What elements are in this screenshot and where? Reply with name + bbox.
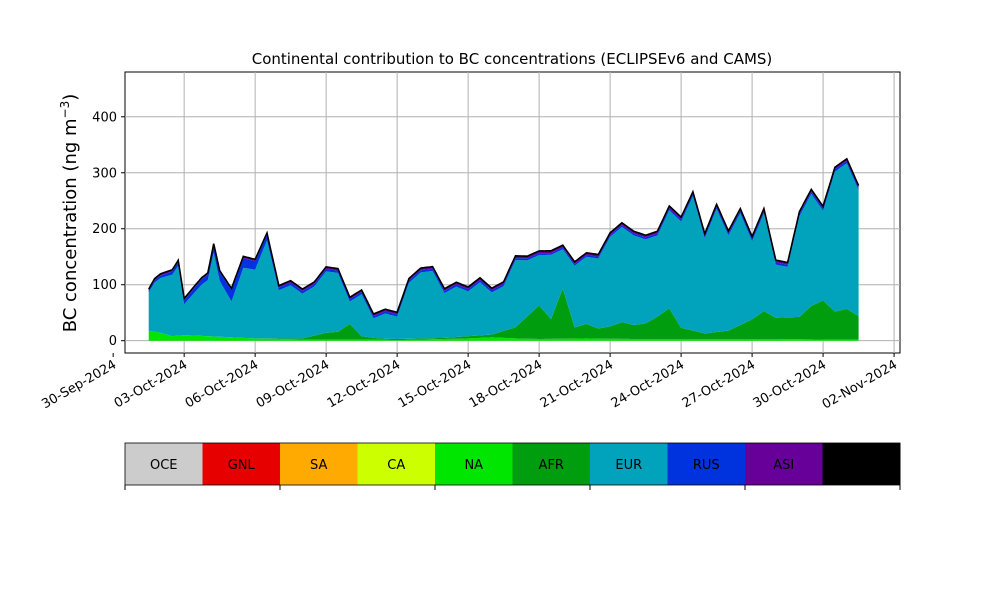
legend-swatch-sa (280, 443, 358, 485)
chart-title: Continental contribution to BC concentra… (252, 50, 773, 68)
y-tick-label: 100 (92, 278, 117, 293)
x-tick-label: 30-Oct-2024 (751, 357, 829, 411)
area-na (148, 330, 859, 341)
x-tick-label: 15-Oct-2024 (396, 357, 474, 411)
legend-label-asi: ASI (773, 458, 794, 473)
y-axis-label-close: ) (60, 94, 81, 101)
legend-label-sa: SA (310, 458, 327, 473)
total-line (147, 157, 860, 316)
legend-label-ca: CA (387, 458, 405, 473)
x-tick-label: 21-Oct-2024 (538, 357, 616, 411)
legend-swatch-oce (125, 443, 203, 485)
y-tick-label: 400 (92, 110, 117, 125)
legend-swatch-na (435, 443, 513, 485)
legend-label-oce: OCE (150, 458, 178, 473)
axes-frame (124, 71, 901, 354)
stacked-areas (148, 158, 859, 341)
legend-swatch-gnl (202, 443, 281, 485)
x-axis: 30-Sep-202403-Oct-202406-Oct-202409-Oct-… (39, 353, 900, 412)
area-afr (148, 288, 859, 341)
x-tick-label: 27-Oct-2024 (680, 357, 758, 411)
y-axis-label: BC concentration (ng m−3) (58, 94, 81, 333)
x-tick-label: 06-Oct-2024 (183, 357, 261, 411)
legend-label-na: NA (464, 458, 483, 473)
y-tick-label: 300 (92, 166, 117, 181)
x-tick-label: 24-Oct-2024 (609, 357, 687, 411)
legend: OCE GNL SA CA NA AFR EUR RUS ASI AUS (124, 442, 901, 490)
y-axis-label-exponent: −3 (58, 101, 72, 119)
y-tick-label: 200 (92, 222, 117, 237)
y-tick-label: 0 (109, 334, 117, 349)
legend-label-gnl: GNL (228, 458, 256, 473)
legend-swatch-asi (745, 443, 823, 485)
x-tick-label: 09-Oct-2024 (254, 357, 332, 411)
legend-swatch-aus (822, 443, 901, 485)
x-tick-label: 12-Oct-2024 (325, 357, 403, 411)
legend-label-aus: AUS (848, 458, 875, 473)
x-tick-label: 30-Sep-2024 (39, 357, 119, 412)
legend-swatch-eur (590, 443, 668, 485)
legend-label-rus: RUS (693, 458, 720, 473)
legend-swatch-afr (512, 443, 591, 485)
y-axis: 0 100 200 300 400 (92, 110, 125, 349)
x-tick-label: 18-Oct-2024 (467, 357, 545, 411)
area-eur (148, 163, 859, 339)
legend-swatch-ca (357, 443, 436, 485)
legend-swatch-rus (667, 443, 746, 485)
y-axis-label-main: BC concentration (ng m (60, 118, 81, 332)
x-tick-label: 02-Nov-2024 (820, 357, 900, 412)
legend-frame (124, 442, 901, 486)
legend-label-afr: AFR (539, 458, 564, 473)
legend-label-eur: EUR (615, 458, 642, 473)
total-line-path (147, 157, 860, 316)
plot-area: 0 100 200 300 400 30-Sep-202403-Oct-202406-O… (39, 71, 901, 412)
x-tick-label: 03-Oct-2024 (112, 357, 190, 411)
